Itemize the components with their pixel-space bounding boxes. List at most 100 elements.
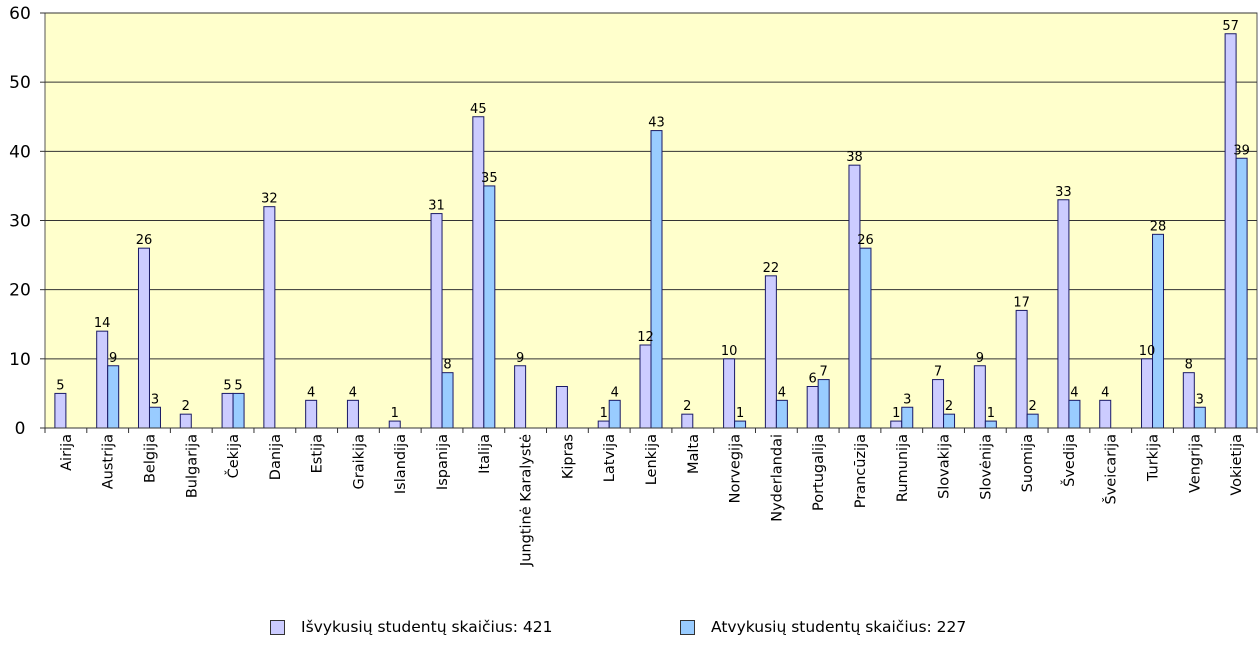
bar-outgoing <box>806 386 819 429</box>
bar-outgoing <box>305 399 318 429</box>
bar-incoming <box>984 420 997 429</box>
x-tick-label: Čekija <box>224 434 242 478</box>
bar-outgoing <box>681 413 694 429</box>
data-label-incoming: 35 <box>481 171 498 186</box>
x-tick-label: Vengrija <box>1187 434 1203 493</box>
legend-swatch-incoming <box>680 619 695 635</box>
x-tick-label: Slovėnija <box>978 434 994 500</box>
data-label-incoming: 3 <box>151 392 159 407</box>
data-label-outgoing: 5 <box>56 378 64 393</box>
data-label-outgoing: 8 <box>1185 358 1193 373</box>
bar-outgoing <box>514 365 527 429</box>
data-label-outgoing: 6 <box>809 372 817 387</box>
bar-incoming <box>734 420 747 429</box>
bar-incoming <box>1193 406 1206 429</box>
bar-incoming <box>775 399 788 429</box>
bar-incoming <box>1235 157 1248 429</box>
bar-outgoing <box>1015 309 1028 429</box>
x-tick-label: Malta <box>686 434 702 474</box>
data-label-outgoing: 31 <box>428 199 445 214</box>
bar-outgoing <box>597 420 610 429</box>
data-label-outgoing: 9 <box>516 351 524 366</box>
data-label-incoming: 7 <box>820 365 828 380</box>
gridlines <box>45 12 1257 360</box>
data-label-outgoing: 4 <box>307 385 315 400</box>
x-tick-label: Prancūzija <box>853 434 869 508</box>
x-tick-label: Jungtinė Karalystė <box>519 434 535 567</box>
data-label-incoming: 39 <box>1233 143 1250 158</box>
bar-incoming <box>817 379 830 429</box>
data-label-outgoing: 12 <box>637 330 654 345</box>
data-label-outgoing: 1 <box>391 406 399 421</box>
legend-item-outgoing: Išvykusių studentų skaičius: 421 <box>270 618 553 636</box>
y-tick-label: 60 <box>9 4 31 24</box>
bar-outgoing <box>1182 372 1195 429</box>
x-tick-label: Austrija <box>101 434 117 489</box>
x-tick-label: Danija <box>268 434 284 480</box>
data-label-incoming: 3 <box>1196 392 1204 407</box>
bar-outgoing <box>96 330 109 429</box>
x-tick-label: Islandija <box>393 434 409 494</box>
x-tick-label: Graikija <box>351 434 367 489</box>
bar-outgoing <box>723 358 736 429</box>
x-tick-label: Švedija <box>1060 434 1078 487</box>
x-tick-label: Airija <box>59 434 75 471</box>
data-label-outgoing: 7 <box>934 365 942 380</box>
bar-outgoing <box>388 420 401 429</box>
x-tick-label: Estija <box>310 434 326 473</box>
data-label-outgoing: 5 <box>223 378 231 393</box>
bar-incoming <box>859 247 872 429</box>
x-tick-label: Bulgarija <box>184 434 200 498</box>
bars <box>54 33 1248 429</box>
data-label-outgoing: 1 <box>600 406 608 421</box>
legend-swatch-outgoing <box>270 619 285 635</box>
data-label-incoming: 8 <box>443 358 451 373</box>
bar-outgoing <box>179 413 192 429</box>
data-label-incoming: 26 <box>857 233 874 248</box>
data-label-outgoing: 22 <box>763 261 780 276</box>
x-tick-label: Rumunija <box>895 434 911 502</box>
data-label-incoming: 28 <box>1150 219 1167 234</box>
y-axis: 0 10 20 30 40 50 60 <box>9 4 1257 439</box>
bar-outgoing <box>764 275 777 429</box>
data-label-outgoing: 9 <box>976 351 984 366</box>
bar-incoming <box>1152 233 1165 429</box>
data-label-outgoing: 10 <box>721 344 738 359</box>
bar-outgoing <box>430 213 443 429</box>
x-tick-label: Šveicarija <box>1102 434 1120 505</box>
x-tick-label: Belgija <box>142 434 158 483</box>
bar-incoming <box>608 399 621 429</box>
bar-outgoing <box>472 116 485 429</box>
bar-outgoing <box>890 420 903 429</box>
bar-incoming <box>107 365 120 429</box>
y-tick-label: 10 <box>9 350 31 370</box>
bar-outgoing <box>555 386 568 429</box>
data-label-incoming: 4 <box>778 385 786 400</box>
bar-outgoing <box>932 379 945 429</box>
data-label-outgoing: 17 <box>1013 295 1030 310</box>
legend: Išvykusių studentų skaičius: 421 Atvykus… <box>0 618 1259 642</box>
data-label-incoming: 5 <box>234 378 242 393</box>
data-label-outgoing: 4 <box>349 385 357 400</box>
data-label-incoming: 3 <box>903 392 911 407</box>
data-label-outgoing: 2 <box>683 399 691 414</box>
y-tick-label: 40 <box>9 142 31 162</box>
bar-incoming <box>148 406 161 429</box>
bar-outgoing <box>973 365 986 429</box>
x-tick-label: Nyderlandai <box>769 434 785 522</box>
bar-outgoing <box>639 344 652 429</box>
data-label-incoming: 1 <box>736 406 744 421</box>
x-tick-label: Italija <box>477 434 493 474</box>
bar-outgoing <box>1099 399 1112 429</box>
bar-outgoing <box>1224 33 1237 429</box>
bar-outgoing <box>54 392 67 429</box>
x-tick-label: Ispanija <box>435 434 451 490</box>
x-tick-label: Portugalija <box>811 434 827 511</box>
data-label-incoming: 4 <box>611 385 619 400</box>
bar-outgoing <box>221 392 234 429</box>
data-label-outgoing: 10 <box>1139 344 1156 359</box>
bar-outgoing <box>1141 358 1154 429</box>
x-axis: Airija Austrija Belgija Bulgarija Čekija Dani… <box>44 428 1258 567</box>
bar-outgoing <box>263 206 276 429</box>
data-label-incoming: 9 <box>109 351 117 366</box>
